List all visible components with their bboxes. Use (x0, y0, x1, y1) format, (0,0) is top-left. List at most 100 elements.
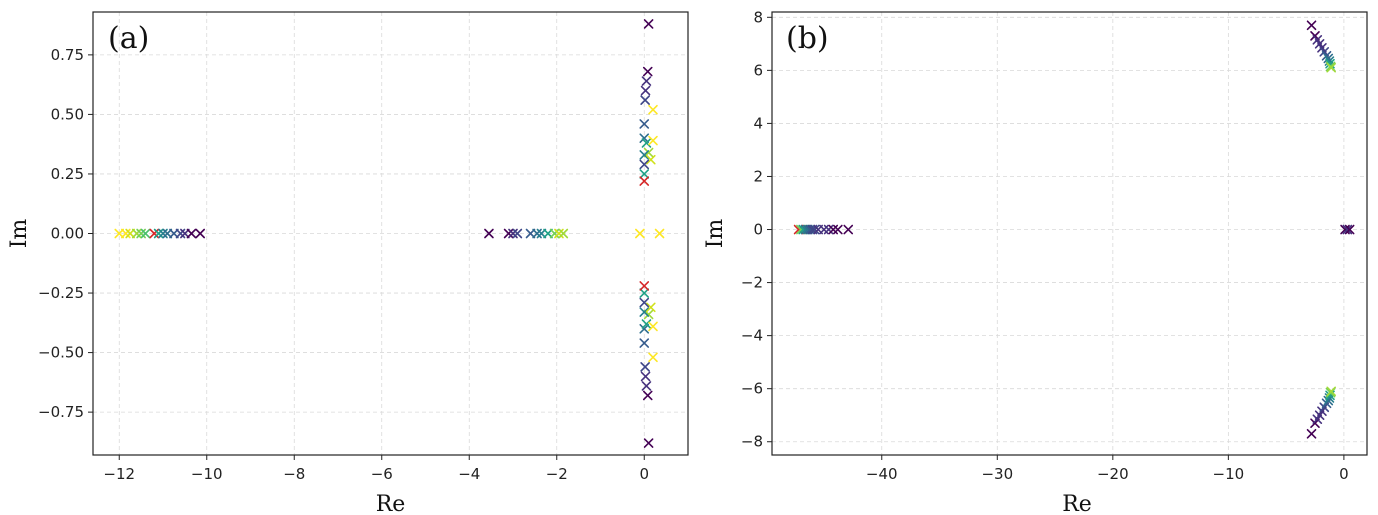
panel-b-y-tick-label: 6 (753, 61, 763, 79)
panel-b-y-tick-label: −2 (741, 274, 763, 292)
panel-a-pole-marker (648, 104, 658, 115)
panel-a-pole-marker (646, 154, 656, 165)
panel-b-pole-marker-stroke (1319, 46, 1330, 57)
panel-a-pole-marker (640, 95, 650, 105)
panel-a-pole-marker (643, 19, 654, 29)
panel-a-pole-marker-stroke (641, 76, 652, 86)
panel-a-pole-marker (186, 228, 197, 239)
panel-b-pole-marker (1306, 20, 1317, 31)
panel-b-pole-marker-stroke (809, 224, 820, 235)
panel-a-pole-marker-stroke (639, 338, 650, 348)
panel-b-pole-marker-stroke (843, 224, 854, 235)
panel-a-y-tick-label: 0.25 (51, 165, 84, 183)
panel-b-y-tick-label: 0 (753, 221, 763, 239)
panel-a-pole-marker (125, 228, 135, 239)
panel-b-pole-marker-stroke (1323, 395, 1334, 406)
panel-a-pole-marker-stroke (648, 321, 658, 332)
panel-a-x-tick-label: −6 (371, 465, 393, 483)
panel-a-x-tick-label: 0 (639, 465, 649, 483)
panel-a-pole-marker-stroke (640, 95, 650, 105)
panel-b-pole-marker-stroke (1326, 386, 1336, 397)
panel-a-pole-marker (640, 371, 651, 382)
panel-a-pole-marker-stroke (640, 371, 651, 382)
panel-a-pole-marker-stroke (641, 381, 652, 391)
panel-a-pole-marker-stroke (639, 323, 650, 334)
panel-a-pole-marker (639, 307, 650, 317)
panel-a-pole-marker (639, 338, 650, 348)
panel-a: −12 −10 −8 −6 −4 −2 0 −0.75 −0.50 −0.25 0.00 0.25 0.… (7, 11, 689, 515)
panel-a-frame (92, 11, 689, 456)
panel-a-pole-marker-stroke (643, 309, 654, 320)
panel-a-pole-marker-stroke (640, 362, 650, 372)
panel-b-x-tick-label: 0 (1339, 465, 1349, 483)
panel-a-y-tick-label: −0.75 (38, 403, 84, 421)
panel-b-pole-marker-stroke (1314, 39, 1325, 49)
panel-a-pole-marker-stroke (186, 228, 197, 239)
panel-b-label: (b) (786, 21, 829, 56)
panel-a-pole-marker (162, 228, 173, 239)
panel-a-pole-marker (648, 352, 658, 363)
panel-a-pole-marker (635, 228, 645, 239)
panel-a-pole-marker-stroke (536, 228, 547, 239)
panel-a-pole-marker-stroke (639, 150, 650, 160)
panel-b-y-tick-label: 4 (753, 114, 763, 132)
panel-a-y-tick-label: 0.50 (51, 105, 84, 123)
panel-b-y-tick-label: −6 (741, 380, 763, 398)
panel-a-pole-marker-stroke (648, 135, 658, 146)
panel-b-pole-marker-stroke (1306, 20, 1317, 31)
panel-a-y-tick-label: 0.75 (51, 46, 84, 64)
panel-a-pole-marker-stroke (639, 119, 650, 129)
panel-b-y-axis-label: Im (703, 219, 728, 249)
panel-a-pole-marker (639, 169, 650, 179)
panel-b-x-axis-label: Re (1062, 492, 1092, 515)
panel-a-pole-marker (639, 133, 650, 144)
panel-a-pole-marker-stroke (639, 133, 650, 144)
panel-a-pole-marker-stroke (640, 85, 651, 96)
panel-a-pole-marker-stroke (162, 228, 173, 239)
panel-b-pole-marker-stroke (1312, 35, 1323, 45)
panel-a-pole-marker-stroke (643, 438, 654, 448)
panel-a-pole-marker-stroke (648, 352, 658, 363)
panel-a-pole-marker (640, 362, 650, 372)
panel-a-pole-marker-stroke (643, 19, 654, 29)
panel-b-pole-marker-stroke (1344, 224, 1355, 235)
panel-a-x-tick-label: −8 (283, 465, 305, 483)
panel-a-pole-marker (114, 228, 125, 239)
panel-a-pole-marker-stroke (648, 104, 658, 115)
panel-b-x-tick-label: −40 (866, 465, 898, 483)
panel-a-pole-marker-stroke (169, 228, 179, 239)
panel-a-ticks: −12 −10 −8 −6 −4 −2 0 −0.75 −0.50 −0.25 0.00 0.25 0.… (38, 46, 649, 483)
panel-b-pole-marker-stroke (1317, 43, 1327, 53)
panel-a-pole-marker (131, 228, 142, 239)
panel-b-pole-marker (833, 224, 843, 235)
panel-a-pole-marker-stroke (646, 302, 656, 313)
panel-b-pole-marker-stroke (1306, 428, 1317, 439)
panel-a-pole-marker (641, 381, 652, 391)
panel-b-y-tick-label: −4 (741, 327, 763, 345)
panel-a-y-tick-label: 0.00 (51, 225, 84, 243)
panel-a-pole-marker-stroke (639, 159, 650, 170)
panel-a-pole-marker-stroke (484, 228, 494, 239)
panel-b-points (793, 20, 1355, 439)
panel-b-x-tick-label: −10 (1213, 465, 1245, 483)
panel-a-pole-marker (639, 323, 650, 334)
panel-a-pole-marker (642, 390, 653, 401)
panel-b-pole-marker-stroke (1323, 53, 1334, 64)
panel-a-pole-marker (642, 66, 653, 77)
panel-b-x-tick-label: −30 (981, 465, 1013, 483)
panel-a-pole-marker (558, 228, 569, 239)
panel-a-pole-marker (643, 309, 654, 320)
panel-b-y-tick-label: 8 (753, 8, 763, 26)
panel-a-label: (a) (108, 21, 149, 56)
panel-b-pole-marker-stroke (1342, 224, 1353, 235)
panel-a-pole-marker (639, 159, 650, 170)
panel-b-pole-marker-stroke (1310, 31, 1320, 41)
panel-a-pole-marker-stroke (641, 319, 652, 329)
panel-a-y-axis-label: Im (7, 219, 32, 249)
panel-a-pole-marker (639, 119, 650, 129)
panel-a-pole-marker-stroke (654, 228, 665, 239)
panel-a-pole-marker (646, 302, 656, 313)
panel-a-pole-marker (512, 228, 523, 239)
